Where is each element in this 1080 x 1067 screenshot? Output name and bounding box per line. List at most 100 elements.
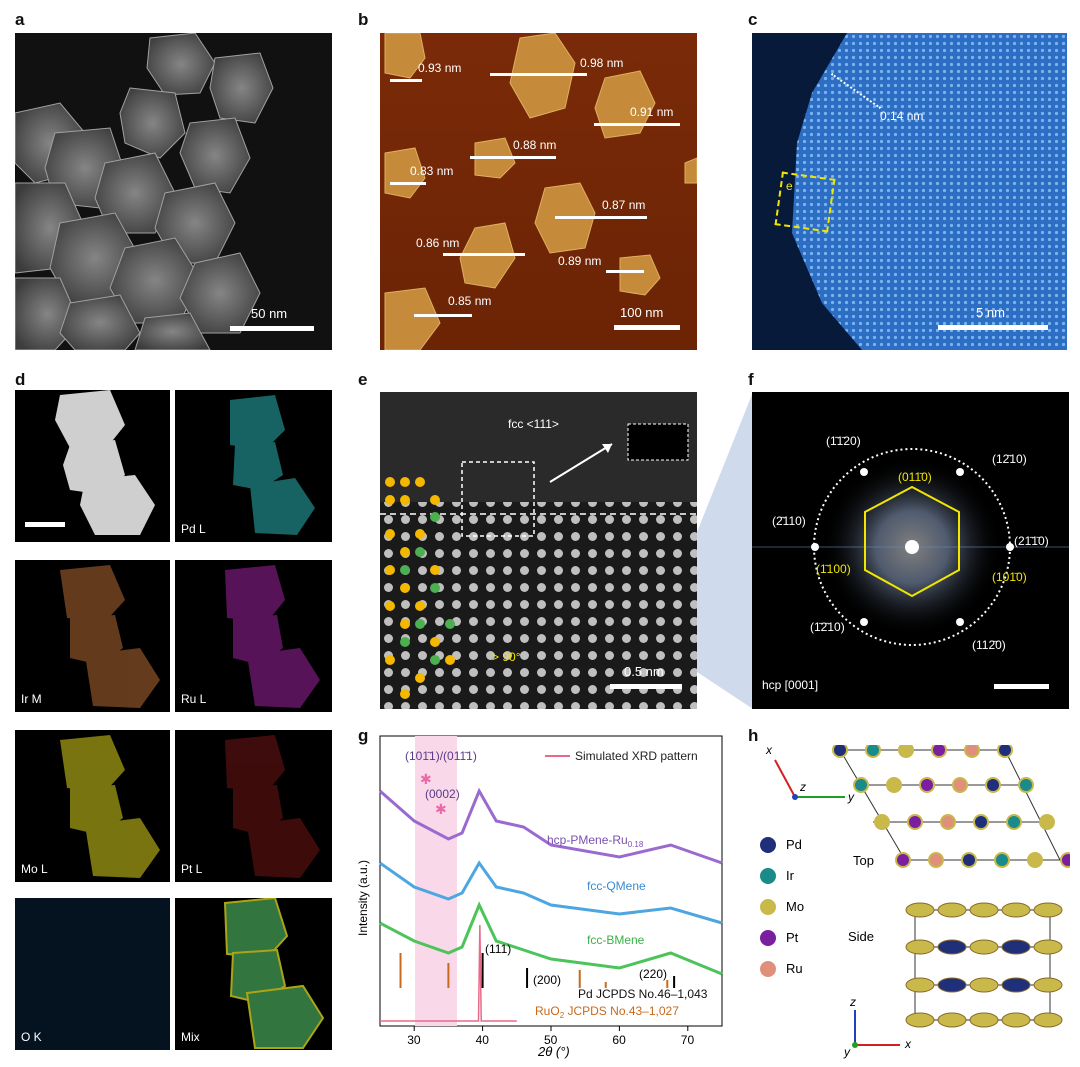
axis-label: x [766,745,772,757]
atom [874,814,890,830]
panel-letter-d: d [15,370,26,389]
ru-map: Ru L [175,560,332,712]
ref-ruo2: RuO2 JCPDS No.43–1,027 [535,1004,679,1020]
atomic-columns [380,392,697,709]
legend-label: Pd [786,837,802,852]
ru-signal [225,565,320,708]
map-label: Mix [181,1030,200,1044]
fcc-peak-label: (220) [639,967,667,981]
fft-spot-label: (12̄10) [992,452,1027,466]
atom [865,745,881,758]
atom [919,777,935,793]
atom-stack [905,902,935,918]
axis-label: z [800,780,806,794]
height-label: 0.85 nm [448,294,492,308]
panel-letter-g: g [358,726,369,745]
x-tick-label: 30 [407,1033,421,1047]
fft-spot-label: (1̄2̄10) [810,620,845,634]
map-label: Ir M [21,692,42,706]
mix-signal [223,898,325,1049]
xrd-chart: Simulated XRD pattern (101̄1)/(011̄1) (0… [356,735,723,1059]
legend-swatch [760,837,776,853]
view-label-top: Top [853,853,874,868]
x-tick-label: 70 [681,1033,695,1047]
fft-spots [752,448,1069,646]
peak-label-main: (101̄1)/(011̄1) [405,749,477,763]
panel-letter-a: a [15,10,25,29]
ir-map: Ir M [15,560,170,712]
height-label: 0.98 nm [580,56,624,70]
legend-item: Mo [760,897,840,919]
atom [895,852,911,868]
atomic-lattice-region [792,33,1067,350]
atom [952,777,968,793]
panel-letter-b: b [358,10,369,29]
atom-stack [969,902,999,918]
height-label: 0.89 nm [558,254,602,268]
afm-line-4 [470,156,556,159]
atom [973,814,989,830]
scale-bar-label: 100 nm [620,305,664,320]
x-axis-label: 2θ (°) [537,1044,570,1059]
axis-label: y [844,1045,850,1059]
atom-stack [937,977,967,993]
atom-stack [1001,977,1031,993]
atom-stack [1033,977,1063,993]
haadf-map [15,390,170,542]
fft-spot-label: (21̄1̄0) [1014,534,1049,548]
afm-line-1 [390,79,422,82]
legend-item: Ir [760,866,840,888]
atom [907,814,923,830]
star-marker: ✱ [435,801,447,817]
crystal-structure: x z y z y x Top Side Pd Ir Mo Pt Ru [760,745,1070,1060]
scale-bar [614,325,680,330]
fft-spot-label: (112̄0) [972,638,1006,652]
scale-bar [994,684,1049,689]
mix-map: Mix [175,898,332,1050]
atom-stack [1001,939,1031,955]
afm-line-7 [443,253,525,256]
region-box [774,171,836,233]
atom [853,777,869,793]
scale-bar [610,684,682,689]
nanosheet-flakes [15,33,274,350]
height-label: 0.87 nm [602,198,646,212]
curve-label-qmene: fcc-QMene [587,879,646,893]
atom-stack [905,977,935,993]
fft-spot-label: (1̄1̄20) [826,434,861,448]
atom-stack [969,939,999,955]
height-label: 0.83 nm [410,164,454,178]
scale-bar [938,325,1048,330]
scale-bar-label: 0.5 nm [624,664,664,679]
afm-flakes [384,33,697,350]
atom-stack [905,939,935,955]
y-axis-label: Intensity (a.u.) [356,860,370,936]
afm-line-8 [606,270,644,273]
xrd-series-line [379,901,723,976]
legend-item: Ru [760,959,840,981]
map-label: Ru L [181,692,207,706]
atom [1039,814,1055,830]
fcc-peak-label: (200) [533,973,561,987]
height-label: 0.86 nm [416,236,460,250]
atom-stack [1001,1012,1031,1028]
zoom-connector [697,392,753,709]
angle-label: > 90° [492,650,521,664]
atom [1060,852,1070,868]
atom-stack [1033,1012,1063,1028]
fft-pattern: (1̄1̄20) (12̄10) (2̄110) (21̄1̄0) (1̄2̄1… [752,392,1069,709]
atom [928,852,944,868]
scale-bar-label: 50 nm [251,306,288,321]
tem-image: 50 nm [15,33,332,350]
xrd-series-line [379,787,723,865]
legend-label: Ru [786,961,803,976]
xrd-series-line [379,860,723,925]
atom [940,814,956,830]
atom-stack [905,1012,935,1028]
haadf-image: 0.14 nm e 5 nm [752,33,1067,350]
fft-spot-label: (2̄110) [772,514,806,528]
ref-pd: Pd JCPDS No.46–1,043 [578,987,708,1001]
fcc-peak-label: (111) [485,942,511,956]
phase-label: fcc <111> [508,417,559,431]
o-map: O K [15,898,170,1050]
